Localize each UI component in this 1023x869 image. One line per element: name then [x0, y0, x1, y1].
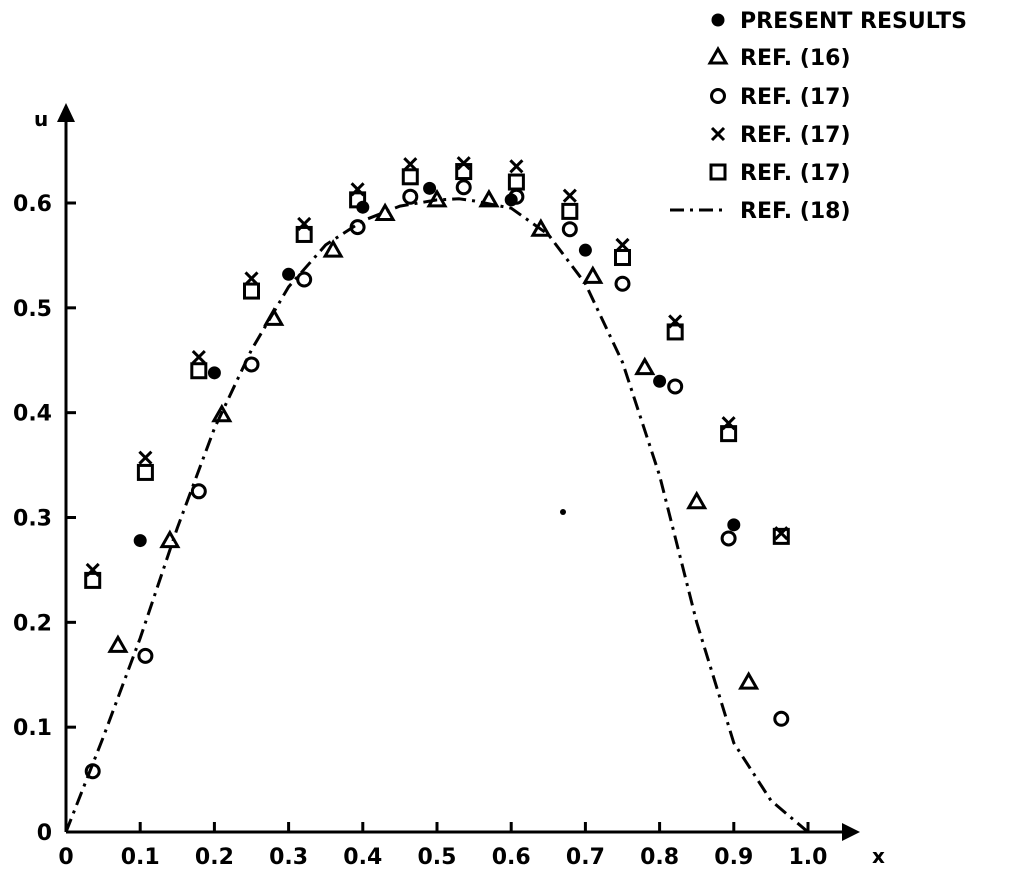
legend-marker-open-circle — [710, 88, 726, 104]
y-axis-label: u — [34, 107, 48, 131]
legend-label: REF. (17) — [740, 161, 851, 186]
legend-label: PRESENT RESULTS — [740, 9, 967, 34]
data-point-open-circle — [296, 271, 313, 288]
legend-marker-cross — [710, 126, 726, 142]
data-point-square — [772, 527, 790, 545]
data-point-open-circle — [773, 710, 790, 727]
legend-label: REF. (17) — [740, 85, 851, 110]
data-point-filled-circle — [133, 534, 147, 548]
x-tick-label: 0.5 — [418, 845, 457, 869]
data-point-triangle — [211, 403, 233, 423]
legend-label: REF. (18) — [740, 199, 851, 224]
data-point-cross — [138, 450, 153, 465]
y-tick-label: 0.1 — [13, 716, 52, 741]
data-point-cross — [244, 271, 259, 286]
legend-label: REF. (17) — [740, 123, 851, 148]
speck — [560, 509, 566, 515]
data-point-open-circle — [720, 530, 737, 547]
x-axis-arrow — [842, 823, 860, 841]
data-point-triangle — [107, 634, 129, 653]
data-point-square — [720, 425, 738, 443]
data-point-square — [190, 362, 208, 380]
data-point-open-circle — [667, 378, 684, 395]
data-point-cross — [191, 350, 206, 365]
legend-marker-filled-circle — [711, 13, 725, 27]
x-tick-label: 1.0 — [789, 845, 828, 869]
x-tick-label: 0.3 — [269, 845, 308, 869]
y-tick-label: 0.3 — [13, 507, 52, 532]
x-tick-label: 0.1 — [121, 845, 160, 869]
data-point-triangle — [738, 671, 760, 690]
series-ref18-line — [64, 197, 809, 834]
data-point-triangle — [582, 265, 604, 284]
data-point-open-circle — [84, 763, 101, 780]
data-point-triangle — [322, 239, 344, 258]
data-point-square — [507, 173, 525, 191]
data-point-square — [401, 168, 419, 186]
data-point-triangle — [374, 202, 396, 221]
data-point-cross — [615, 237, 630, 252]
data-point-triangle — [159, 529, 181, 549]
data-point-open-circle — [137, 647, 154, 664]
data-point-cross — [562, 188, 577, 203]
x-tick-label: 0.8 — [640, 845, 679, 869]
data-point-open-circle — [614, 275, 631, 292]
data-point-triangle — [426, 188, 448, 208]
data-point-square — [349, 191, 367, 209]
x-tick-label: 0.2 — [195, 845, 234, 869]
data-point-square — [614, 249, 631, 267]
data-point-filled-circle — [653, 374, 667, 388]
data-point-filled-circle — [727, 518, 741, 532]
data-point-filled-circle — [282, 267, 296, 281]
data-point-filled-circle — [578, 243, 592, 257]
x-tick-label: 0.7 — [566, 845, 605, 869]
y-tick-label: 0.4 — [13, 402, 52, 427]
data-point-square — [455, 163, 473, 181]
data-point-open-circle — [455, 179, 472, 196]
y-tick-label: 0.2 — [13, 611, 52, 636]
data-point-filled-circle — [423, 181, 437, 195]
data-point-square — [295, 225, 313, 243]
legend-marker-square — [709, 163, 727, 181]
data-point-square — [84, 571, 102, 589]
x-axis-label: x — [872, 844, 885, 868]
y-axis-arrow — [57, 103, 75, 122]
data-point-cross — [403, 157, 418, 172]
data-point-cross — [509, 159, 524, 174]
data-point-square — [243, 282, 260, 300]
y-tick-label: 0.5 — [13, 297, 52, 322]
data-point-open-circle — [190, 483, 207, 500]
legend-marker-triangle — [707, 45, 729, 65]
data-point-triangle — [478, 188, 500, 208]
data-point-filled-circle — [207, 366, 221, 380]
data-point-square — [666, 323, 684, 341]
data-point-open-circle — [561, 221, 578, 238]
x-tick-label: 0.9 — [714, 845, 753, 869]
x-tick-label: 0.4 — [343, 845, 382, 869]
x-tick-label: 0 — [58, 845, 73, 869]
data-point-square — [561, 202, 579, 220]
legend-label: REF. (16) — [740, 46, 851, 71]
data-point-square — [136, 463, 154, 481]
y-tick-label: 0.6 — [13, 192, 52, 217]
data-point-open-circle — [402, 188, 419, 205]
data-point-triangle — [634, 356, 656, 376]
x-tick-label: 0.6 — [492, 845, 531, 869]
data-point-triangle — [686, 490, 708, 510]
y-tick-label: 0 — [37, 821, 52, 846]
